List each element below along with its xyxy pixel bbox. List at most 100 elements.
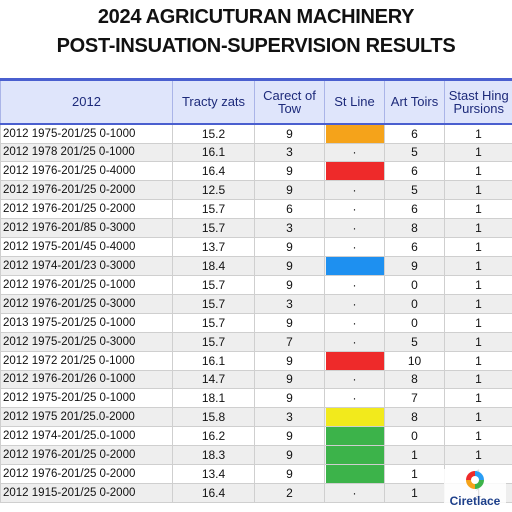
tracty-cell: 13.4 [172,464,255,485]
art-cell: 9 [384,255,445,276]
tracty-cell: 16.1 [172,142,255,163]
table-header: 2012 Tracty zats Carect of Tow St Line Art T… [0,79,512,124]
date-cell: 2012 1972 201/25 0-1000 [0,350,173,371]
st-line-cell: · [324,293,385,314]
art-cell: 8 [384,407,445,428]
results-table: 2012 Tracty zats Carect of Tow St Line Art T… [0,78,512,504]
st-line-cell: · [324,331,385,352]
date-cell: 2012 1978 201/25 0-1000 [0,142,173,163]
stast-cell: 1 [444,218,512,239]
stast-cell: 1 [444,274,512,295]
date-cell: 2012 1975-201/25 0-1000 [0,388,173,409]
table-row: 2012 1975 201/25.0-2000 15.8 3 8 1 [0,407,512,428]
stast-cell: 1 [444,407,512,428]
tracty-cell: 13.7 [172,237,255,257]
art-cell: 10 [384,350,445,371]
art-cell: 5 [384,180,445,201]
carect-cell: 3 [254,142,325,163]
table-row: 2012 1976-201/25 0-1000 15.7 9 · 0 1 [0,274,512,295]
color-swatch [325,352,384,370]
table-row: 2012 1976-201/85 0-3000 15.7 3 · 8 1 [0,218,512,239]
title: 2024 AGRICUTURAN MACHINERY [97,6,415,28]
color-swatch [325,124,384,143]
date-cell: 2012 1975-201/25 0-3000 [0,331,173,352]
stast-cell: 1 [444,445,512,466]
tracty-cell: 12.5 [172,180,255,201]
table-row: 2012 1975-201/25 0-1000 15.2 9 6 1 [0,123,512,144]
stast-cell: 1 [444,388,512,409]
date-cell: 2012 1975 201/25.0-2000 [0,407,173,428]
column-header: Carect of Tow [254,79,325,124]
stast-cell: 1 [444,426,512,447]
table-row: 2012 1975-201/25 0-3000 15.7 7 · 5 1 [0,331,512,352]
table-row: 2012 1972 201/25 0-1000 16.1 9 10 1 [0,350,512,371]
table-row: 2012 1976-201/25 0-2000 15.7 6 · 6 1 [0,199,512,220]
color-swatch [325,162,384,180]
carect-cell: 9 [254,369,325,390]
carect-cell: 9 [254,312,325,333]
stast-cell: 1 [444,369,512,390]
carect-cell: 2 [254,483,325,504]
carect-cell: 3 [254,293,325,314]
st-line-cell: · [324,388,385,409]
stast-cell: 1 [444,293,512,314]
st-line-cell [324,426,385,447]
tracty-cell: 15.7 [172,293,255,314]
art-cell: 0 [384,426,445,447]
art-cell: 6 [384,123,445,144]
st-line-cell: · [324,142,385,163]
table-body: 2012 1975-201/25 0-1000 15.2 9 6 1 2012 1978 … [0,123,512,504]
date-cell: 2012 1976-201/25 0-3000 [0,293,173,314]
column-header: Tracty zats [172,79,255,124]
tracty-cell: 15.7 [172,312,255,333]
date-cell: 2012 1976-201/26 0-1000 [0,369,173,390]
stast-cell: 1 [444,180,512,201]
art-cell: 7 [384,388,445,409]
table-row: 2012 1974-201/23 0-3000 18.4 9 9 1 [0,255,512,276]
carect-cell: 9 [254,274,325,295]
art-cell: 0 [384,312,445,333]
logo: Ciretlace [444,469,506,508]
column-header: Stast Hing Pursions [444,79,512,124]
st-line-cell [324,464,385,485]
carect-cell: 9 [254,180,325,201]
date-cell: 2012 1915-201/25 0-2000 [0,483,173,504]
art-cell: 6 [384,199,445,220]
table-row: 2012 1978 201/25 0-1000 16.1 3 · 5 1 [0,142,512,163]
carect-cell: 3 [254,218,325,239]
color-swatch [325,427,384,445]
st-line-cell: · [324,312,385,333]
date-cell: 2012 1976-201/25 0-1000 [0,274,173,295]
st-line-cell: · [324,199,385,220]
tracty-cell: 16.1 [172,350,255,371]
st-line-cell [324,445,385,466]
date-cell: 2012 1975-201/25 0-1000 [0,123,173,144]
tracty-cell: 14.7 [172,369,255,390]
art-cell: 6 [384,161,445,182]
tracty-cell: 18.3 [172,445,255,466]
stast-cell: 1 [444,161,512,182]
date-cell: 2012 1974-201/23 0-3000 [0,255,173,276]
tracty-cell: 18.1 [172,388,255,409]
st-line-cell: · [324,237,385,257]
date-cell: 2013 1975-201/25 0-1000 [0,312,173,333]
carect-cell: 9 [254,388,325,409]
tracty-cell: 18.4 [172,255,255,276]
tracty-cell: 16.4 [172,483,255,504]
carect-cell: 3 [254,407,325,428]
st-line-cell [324,123,385,144]
tracty-cell: 15.7 [172,331,255,352]
art-cell: 6 [384,237,445,257]
stast-cell: 1 [444,199,512,220]
carect-cell: 6 [254,199,325,220]
carect-cell: 9 [254,350,325,371]
tracty-cell: 15.7 [172,218,255,239]
logo-icon [466,471,484,489]
stast-cell: 1 [444,312,512,333]
stast-cell: 1 [444,331,512,352]
tracty-cell: 15.7 [172,199,255,220]
table-row: 2012 1974-201/25.0-1000 16.2 9 0 1 [0,426,512,447]
art-cell: 1 [384,464,445,485]
art-cell: 8 [384,369,445,390]
date-cell: 2012 1975-201/45 0-4000 [0,237,173,257]
